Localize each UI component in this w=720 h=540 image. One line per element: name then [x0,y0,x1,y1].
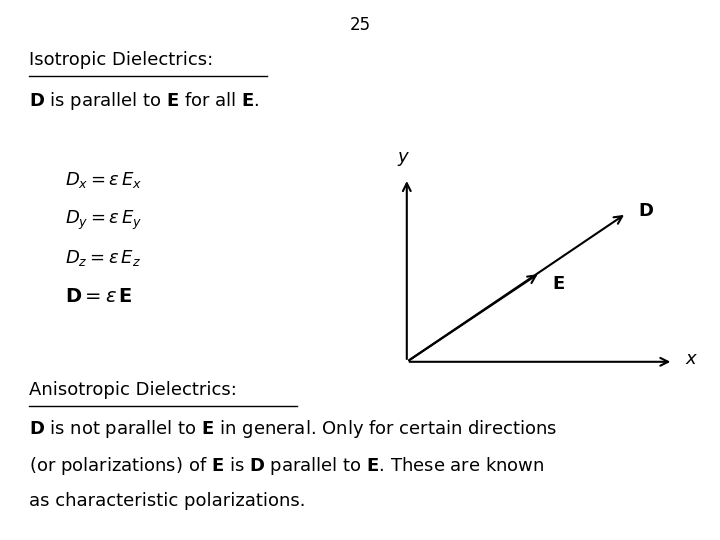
Text: Isotropic Dielectrics:: Isotropic Dielectrics: [29,51,213,69]
Text: as characteristic polarizations.: as characteristic polarizations. [29,492,305,510]
Text: $\mathbf{D}$ is not parallel to $\mathbf{E}$ in general. Only for certain direct: $\mathbf{D}$ is not parallel to $\mathbf… [29,418,557,441]
Text: $y$: $y$ [397,151,410,168]
Text: $D_x = \varepsilon\, E_x$: $D_x = \varepsilon\, E_x$ [65,170,143,190]
Text: Anisotropic Dielectrics:: Anisotropic Dielectrics: [29,381,237,399]
Text: (or polarizations) of $\mathbf{E}$ is $\mathbf{D}$ parallel to $\mathbf{E}$. The: (or polarizations) of $\mathbf{E}$ is $\… [29,455,544,477]
Text: 25: 25 [349,16,371,34]
Text: $\mathbf{D} = \varepsilon\, \mathbf{E}$: $\mathbf{D} = \varepsilon\, \mathbf{E}$ [65,287,132,306]
Text: $x$: $x$ [685,350,698,368]
Text: $D_z = \varepsilon\, E_z$: $D_z = \varepsilon\, E_z$ [65,248,140,268]
Text: $\mathbf{D}$ is parallel to $\mathbf{E}$ for all $\mathbf{E}$.: $\mathbf{D}$ is parallel to $\mathbf{E}$… [29,90,259,112]
Text: $\mathbf{E}$: $\mathbf{E}$ [552,275,564,293]
Text: $D_y = \varepsilon\, E_y$: $D_y = \varepsilon\, E_y$ [65,209,143,232]
Text: $\mathbf{D}$: $\mathbf{D}$ [638,201,654,220]
